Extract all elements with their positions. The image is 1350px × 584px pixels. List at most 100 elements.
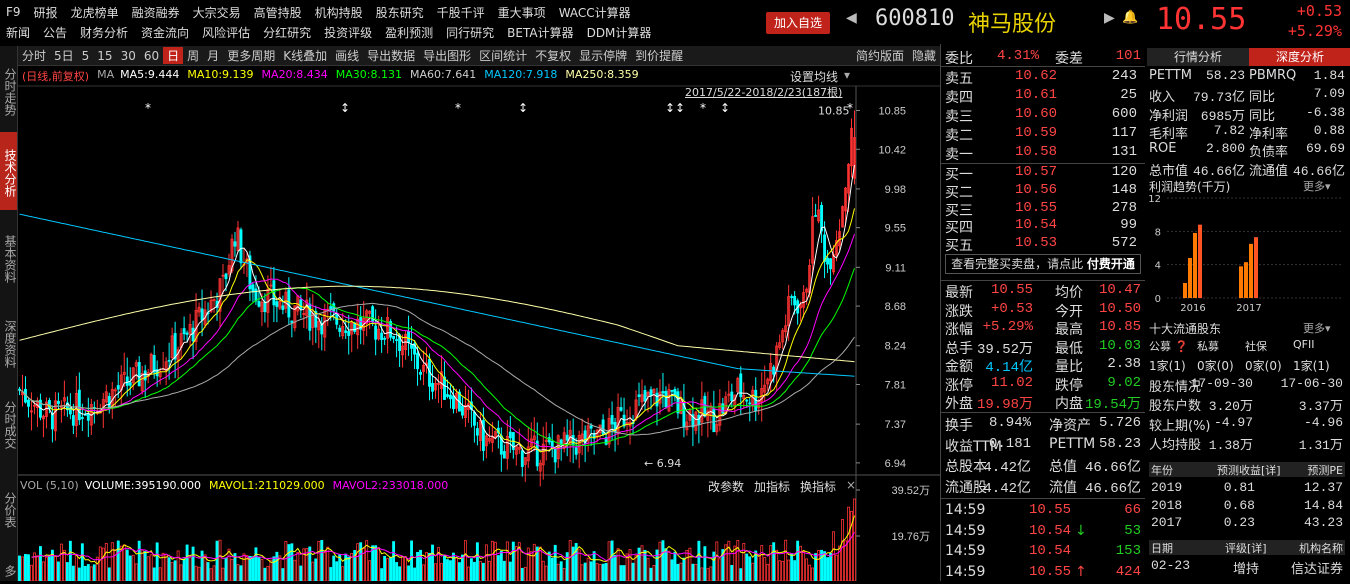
profit-more-link[interactable]: 更多▾	[1303, 180, 1331, 193]
analysis-tab[interactable]: 行情分析	[1147, 48, 1249, 66]
add-to-watchlist-button[interactable]: 加入自选	[766, 12, 830, 34]
bid-row[interactable]: 买四 10.54 99	[945, 217, 1141, 236]
full-orderbook-link[interactable]: 查看完整买卖盘，请点此 付费开通	[945, 254, 1141, 274]
toolbar-item[interactable]: 30	[120, 48, 136, 63]
rating-row[interactable]: 02-23 增持 信达证券	[1149, 558, 1345, 577]
quote-value: 10.55	[990, 282, 1033, 298]
nav-item[interactable]: WACC计算器	[558, 5, 631, 20]
nav-item[interactable]: 分红研究	[263, 25, 312, 40]
candle-body	[407, 331, 411, 343]
bid-row[interactable]: 买三 10.55 278	[945, 200, 1141, 219]
toolbar-right-item[interactable]: 隐藏	[911, 49, 936, 63]
next-stock-icon[interactable]: ▶	[1104, 10, 1115, 26]
event-marker-icon[interactable]: ↕	[720, 101, 730, 115]
ask-row[interactable]: 卖四 10.61 25	[945, 87, 1141, 106]
volume-bar	[658, 541, 662, 582]
ask-row[interactable]: 卖三 10.60 600	[945, 106, 1141, 125]
holder-type[interactable]: 私募	[1197, 340, 1219, 353]
candle-body	[53, 400, 57, 432]
prev-stock-icon[interactable]: ◀	[846, 10, 857, 26]
volume-indicator-button[interactable]: 换指标	[800, 480, 837, 494]
toolbar-item[interactable]: 日	[163, 47, 184, 64]
nav-item[interactable]: 大宗交易	[192, 5, 241, 20]
nav-item[interactable]: DDM计算器	[586, 25, 652, 40]
nav-item[interactable]: 龙虎榜单	[70, 5, 119, 20]
ask-row[interactable]: 卖二 10.59 117	[945, 125, 1141, 144]
event-marker-icon[interactable]: ↕	[518, 101, 528, 115]
toolbar-right-item[interactable]: 简约版面	[855, 49, 904, 63]
event-marker-icon[interactable]: *	[145, 101, 151, 115]
left-tab[interactable]: 基本资料	[3, 235, 17, 283]
toolbar-item[interactable]: 画线	[335, 49, 360, 63]
nav-item[interactable]: 重大事项	[497, 5, 546, 20]
nav-item[interactable]: 千股千评	[436, 5, 485, 20]
nav-item[interactable]: 同行研究	[446, 25, 495, 40]
toolbar-item[interactable]: 导出图形	[423, 49, 472, 63]
holder-type[interactable]: QFII	[1293, 338, 1315, 351]
volume-bar	[487, 560, 491, 582]
set-ma-button[interactable]: 设置均线 ▾	[790, 68, 850, 85]
nav-item[interactable]: 盈利预测	[385, 25, 434, 40]
left-tab[interactable]: 多	[3, 565, 17, 577]
toolbar-item[interactable]: 月	[207, 49, 220, 63]
forecast-header-cell: 预测PE	[1307, 464, 1343, 477]
toolbar-item[interactable]: 分时	[22, 49, 47, 63]
volume-indicator-button[interactable]: 加指标	[754, 480, 791, 494]
nav-item[interactable]: 财务分析	[80, 25, 129, 40]
candle-body	[502, 451, 506, 459]
candle-body	[766, 378, 770, 385]
top10-more-link[interactable]: 更多▾	[1303, 322, 1331, 335]
toolbar-item[interactable]: 到价提醒	[635, 49, 684, 63]
analysis-tab[interactable]: 深度分析	[1249, 48, 1350, 66]
toolbar-item[interactable]: 5日	[54, 49, 74, 63]
bid-row[interactable]: 买一 10.57 120	[945, 164, 1141, 183]
nav-item[interactable]: 融资融券	[131, 5, 180, 20]
nav-item[interactable]: F9	[6, 5, 21, 19]
nav-item[interactable]: 投资评级	[324, 25, 373, 40]
toolbar-item[interactable]: 不复权	[535, 49, 572, 63]
toolbar-item[interactable]: 60	[143, 48, 160, 63]
ask-row[interactable]: 卖一 10.58 131	[945, 144, 1141, 163]
event-marker-icon[interactable]: *	[700, 101, 706, 115]
holder-type[interactable]: 社保	[1245, 340, 1267, 353]
bid-row[interactable]: 买二 10.56 148	[945, 182, 1141, 201]
ask-row[interactable]: 卖五 10.62 243	[945, 68, 1141, 87]
ratings-header-cell[interactable]: 评级[详]	[1225, 542, 1267, 555]
nav-item[interactable]: 风险评估	[202, 25, 251, 40]
left-tab[interactable]: 分价表	[3, 492, 17, 528]
volume-bar	[673, 551, 677, 582]
nav-item[interactable]: 公告	[43, 25, 68, 40]
toolbar-item[interactable]: 更多周期	[227, 49, 276, 63]
candle-body	[781, 330, 785, 343]
nav-item[interactable]: 研报	[33, 5, 58, 20]
nav-item[interactable]: 高管持股	[253, 5, 302, 20]
toolbar-item[interactable]: 5	[81, 48, 90, 63]
bid-row[interactable]: 买五 10.53 572	[945, 235, 1141, 254]
nav-item[interactable]: 新闻	[6, 25, 31, 40]
nav-item[interactable]: BETA计算器	[507, 25, 574, 40]
toolbar-item[interactable]: K线叠加	[283, 49, 328, 63]
nav-item[interactable]: 机构持股	[314, 5, 363, 20]
toolbar-item[interactable]: 周	[187, 49, 200, 63]
kline-chart[interactable]: 10.85 10.42 9.98 9.55 9.11 8.68 8.24 7.81 7.37 6.…	[18, 66, 940, 582]
candle-body	[748, 402, 752, 405]
volume-indicator-button[interactable]: 改参数	[708, 480, 745, 494]
left-tab[interactable]: 分时成交	[3, 401, 17, 449]
event-marker-icon[interactable]: ↕	[340, 101, 350, 115]
close-icon[interactable]: ×	[846, 478, 857, 492]
event-marker-icon[interactable]: *	[847, 101, 853, 115]
left-tab[interactable]: 分时走势	[3, 68, 17, 116]
nav-item[interactable]: 资金流向	[141, 25, 190, 40]
left-tab[interactable]: 技术分析	[0, 132, 17, 210]
toolbar-item[interactable]: 15	[97, 48, 113, 63]
event-marker-icon[interactable]: ↕↕	[665, 101, 685, 115]
nav-item[interactable]: 股东研究	[375, 5, 424, 20]
holder-type[interactable]: 公募 ❓	[1149, 340, 1189, 353]
left-tab[interactable]: 深度资料	[3, 320, 17, 368]
event-marker-icon[interactable]: *	[455, 101, 461, 115]
alert-bell-icon[interactable]: 🔔	[1122, 10, 1139, 25]
toolbar-item[interactable]: 导出数据	[367, 49, 416, 63]
forecast-header-cell[interactable]: 预测收益[详]	[1217, 464, 1281, 477]
toolbar-item[interactable]: 区间统计	[479, 49, 528, 63]
toolbar-item[interactable]: 显示停牌	[579, 49, 628, 63]
